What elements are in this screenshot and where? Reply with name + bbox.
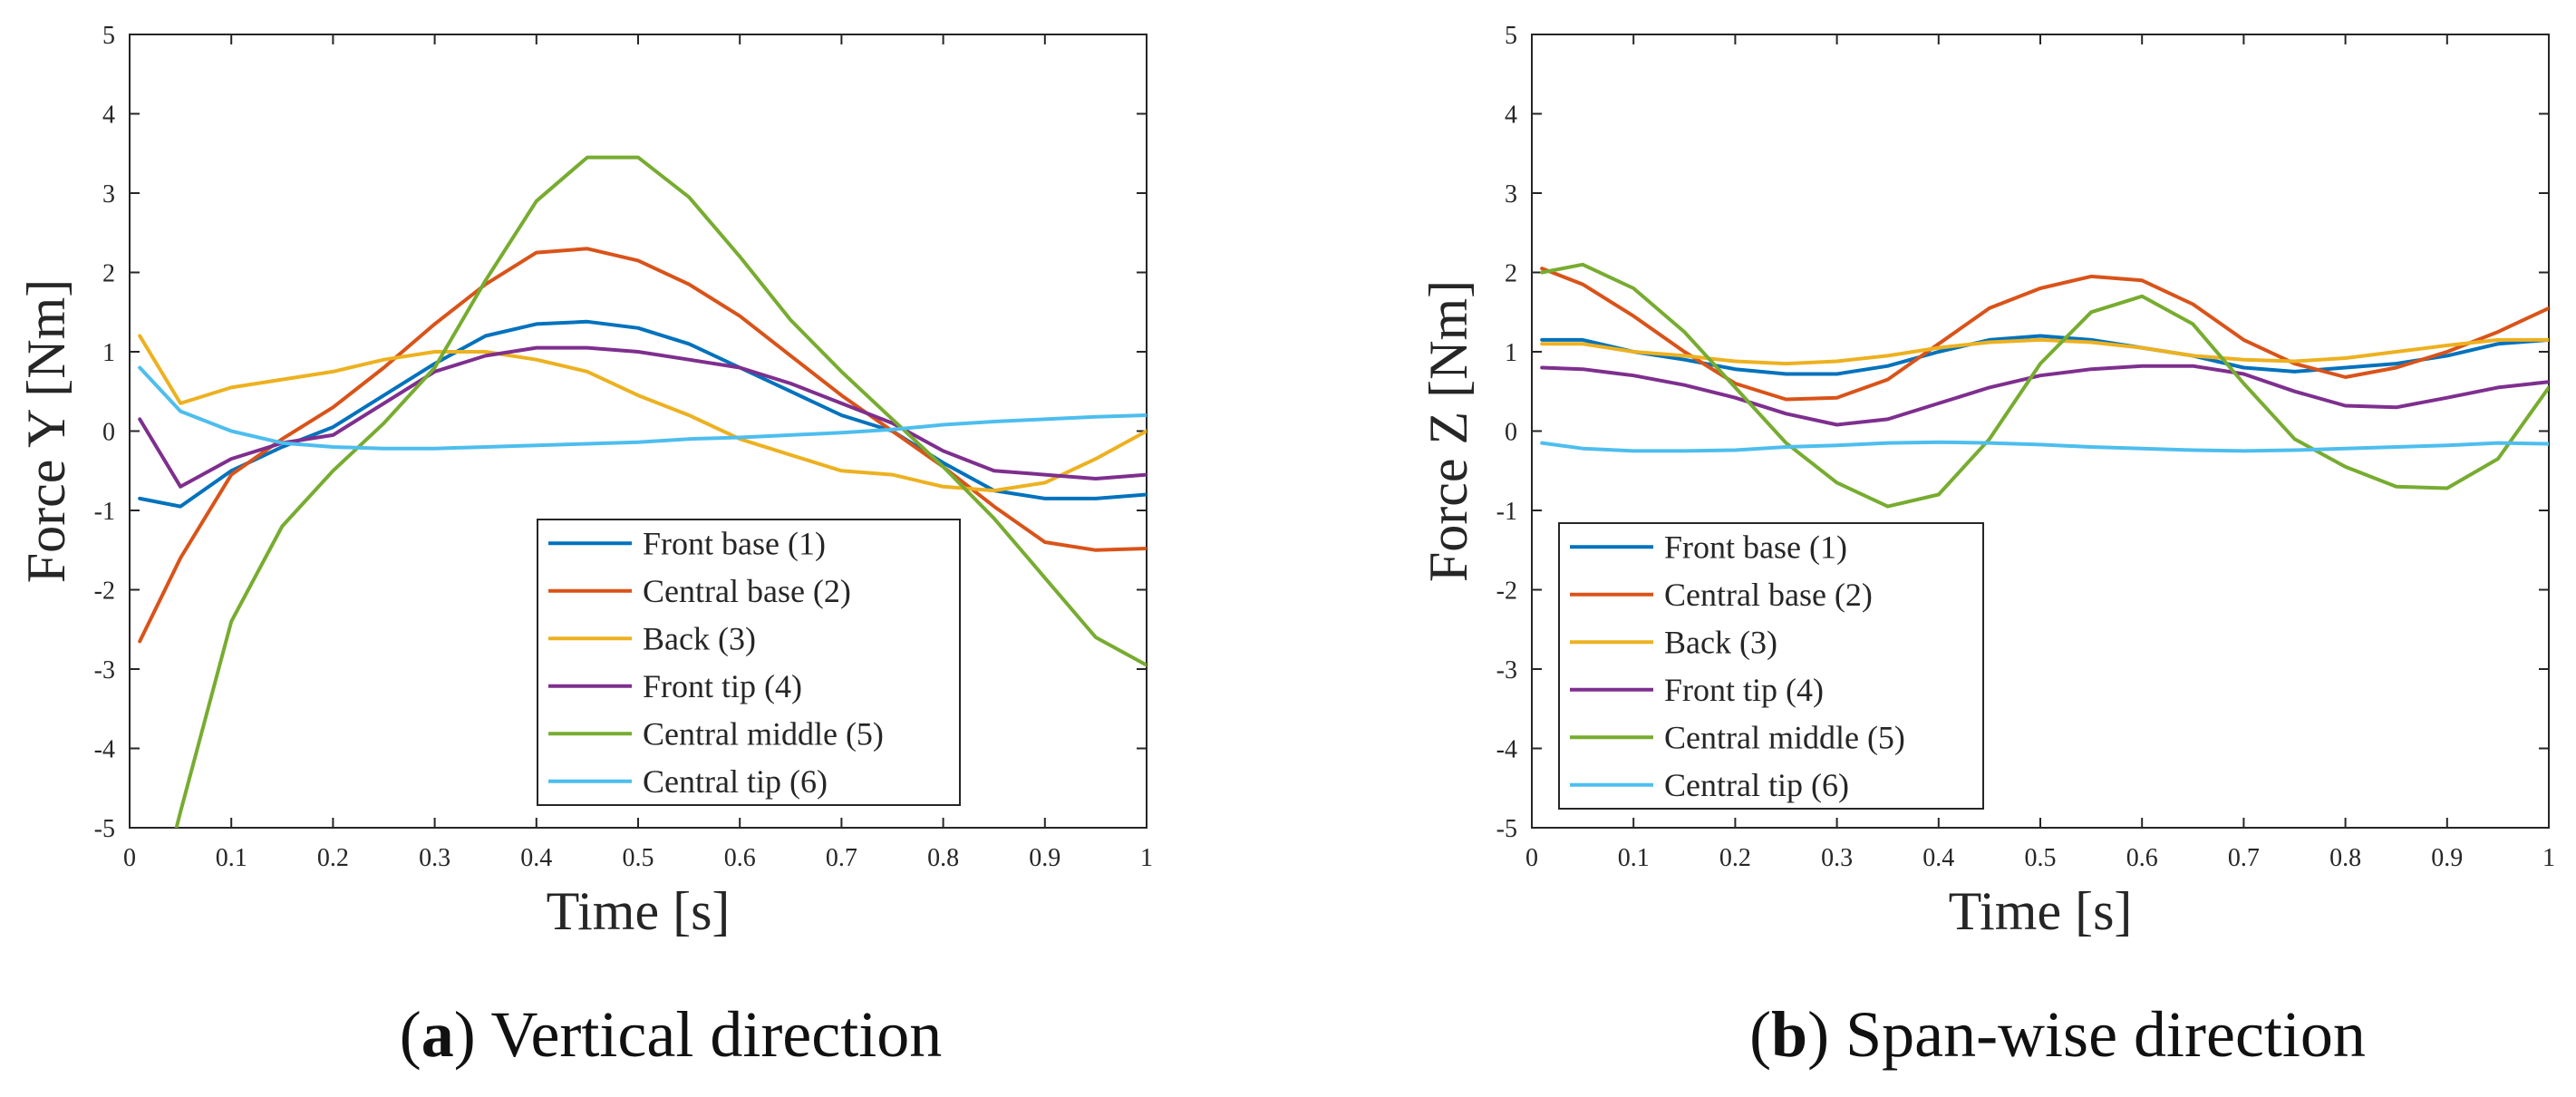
panel-a-legend-label-1: Front base (1) — [643, 525, 826, 561]
panel-b-y-axis-label: Force Z [Nm] — [1419, 280, 1478, 582]
panel-a-x-tick-label: 0.4 — [520, 844, 552, 872]
panel-a-y-tick-label: 3 — [102, 180, 115, 209]
panel-b-x-tick-label: 0.5 — [2025, 844, 2057, 872]
panel-b-series-line-5 — [1540, 262, 2549, 509]
panel-a-y-tick-label: 0 — [102, 419, 115, 447]
panel-b-series-group — [1540, 262, 2549, 509]
panel-b-x-tick-label: 0.9 — [2431, 844, 2463, 872]
panel-a-y-tick-label: 4 — [102, 102, 115, 130]
panel-a-legend: Front base (1) Central base (2) Back (3) Fr… — [537, 519, 961, 806]
panel-a-y-tick-label: -2 — [94, 578, 115, 606]
panel-b-legend-label-3: Back (3) — [1664, 624, 1777, 660]
panel-a-y-tick-label: 1 — [102, 339, 115, 367]
panel-b-y-tick-label: -3 — [1496, 656, 1517, 684]
panel-b-series-line-4 — [1540, 364, 2549, 427]
panel-b-caption-label: b — [1771, 998, 1808, 1071]
panel-a-x-tick-label: 0.3 — [419, 844, 450, 872]
panel-a-legend-box — [537, 519, 961, 806]
panel-b-x-tick-label: 0 — [1525, 844, 1538, 872]
panel-a-series-line-3 — [138, 334, 1147, 493]
panel-b-x-tick-label: 1 — [2542, 844, 2555, 872]
panel-b-legend-label-6: Central tip (6) — [1664, 767, 1849, 803]
panel-a-y-tick-label: -5 — [94, 815, 115, 843]
panel-b-x-tick-label: 0.2 — [1719, 844, 1751, 872]
panel-b-x-tick-label: 0.8 — [2329, 844, 2361, 872]
panel-a-series-line-5 — [174, 155, 1147, 828]
panel-b-legend-box — [1558, 522, 1984, 810]
panel-a-plot: 0 0.1 0.2 0.3 0.4 0.5 0.6 0.7 0.8 0.9 1 -5 -4 -3 -2 -1 0… — [16, 22, 1153, 941]
panel-a-legend-label-2: Central base (2) — [643, 573, 851, 609]
panel-b-y-tick-label: -2 — [1496, 578, 1517, 606]
panel-b-series-line-2 — [1540, 267, 2549, 402]
panel-b-series-line-6 — [1540, 440, 2549, 453]
panel-b-legend-label-4: Front tip (4) — [1664, 672, 1824, 708]
panel-b-y-tick-label: -5 — [1496, 815, 1517, 843]
panel-b-plot: 0 0.1 0.2 0.3 0.4 0.5 0.6 0.7 0.8 0.9 1 -5 -4 -3 -2 -1 0… — [1419, 22, 2555, 941]
panel-a-x-tick-label: 0.5 — [623, 844, 654, 872]
panel-b-x-tick-label: 0.1 — [1618, 844, 1650, 872]
panel-a-y-tick-label: 5 — [102, 22, 115, 50]
panel-b-y-tick-label: 1 — [1505, 339, 1517, 367]
panel-a-y-tick-label: -3 — [94, 656, 115, 684]
panel-b-y-tick-label: -1 — [1496, 498, 1517, 526]
panel-a-legend-label-5: Central middle (5) — [643, 715, 884, 752]
panel-a-series-group — [138, 155, 1147, 828]
panel-b-legend-label-2: Central base (2) — [1664, 577, 1873, 613]
panel-a-x-tick-label: 0 — [123, 844, 136, 872]
panel-a-x-tick-label: 0.8 — [927, 844, 959, 872]
panel-b-y-tick-label: 3 — [1505, 180, 1517, 209]
panel-a-x-tick-label: 0.6 — [724, 844, 756, 872]
panel-b-y-tick-label: 4 — [1505, 102, 1517, 130]
panel-b-legend-label-5: Central middle (5) — [1664, 719, 1905, 755]
panel-a-legend-label-6: Central tip (6) — [643, 763, 828, 800]
panel-a-caption-text: Vertical direction — [490, 998, 943, 1071]
panel-b-caption-text: Span-wise direction — [1845, 998, 2366, 1071]
panel-b-legend: Front base (1) Central base (2) Back (3) Fr… — [1558, 522, 1984, 810]
panel-b-y-tick-label: 0 — [1505, 419, 1517, 447]
panel-a-caption: (a) Vertical direction — [399, 998, 943, 1071]
panel-a-series-line-4 — [138, 345, 1147, 489]
panel-a-x-tick-label: 0.9 — [1029, 844, 1060, 872]
panel-a-y-axis-label: Force Y [Nm] — [16, 279, 76, 583]
panel-b-y-tick-label: 5 — [1505, 22, 1517, 50]
panel-a-x-tick-label: 0.7 — [826, 844, 857, 872]
panel-a-y-tick-label: -1 — [94, 498, 115, 526]
panel-a-x-tick-label: 1 — [1140, 844, 1153, 872]
panel-a-legend-label-3: Back (3) — [643, 620, 756, 656]
panel-b-series-line-3 — [1540, 337, 2549, 366]
panel-b-y-tick-label: 2 — [1505, 260, 1517, 288]
panel-a-x-tick-label: 0.1 — [216, 844, 247, 872]
panel-a-y-tick-label: -4 — [94, 736, 115, 764]
panel-b-x-tick-label: 0.6 — [2126, 844, 2158, 872]
panel-a-x-axis-label: Time [s] — [547, 881, 731, 941]
panel-b-x-tick-label: 0.3 — [1821, 844, 1853, 872]
panel-a-x-tick-label: 0.2 — [317, 844, 349, 872]
panel-a-y-tick-label: 2 — [102, 260, 115, 288]
panel-a-series-line-2 — [138, 247, 1147, 644]
panel-a-series-line-6 — [138, 365, 1147, 451]
panel-b-x-tick-label: 0.4 — [1922, 844, 1954, 872]
panel-b-caption: (b) Span-wise direction — [1749, 998, 2366, 1071]
panel-b-y-tick-label: -4 — [1496, 736, 1517, 764]
panel-b-x-tick-label: 0.7 — [2228, 844, 2260, 872]
panel-b-legend-label-1: Front base (1) — [1664, 529, 1847, 565]
panel-b-x-axis-label: Time [s] — [1949, 881, 2133, 941]
panel-a-legend-label-4: Front tip (4) — [643, 668, 802, 704]
panel-a-caption-label: a — [421, 998, 454, 1071]
